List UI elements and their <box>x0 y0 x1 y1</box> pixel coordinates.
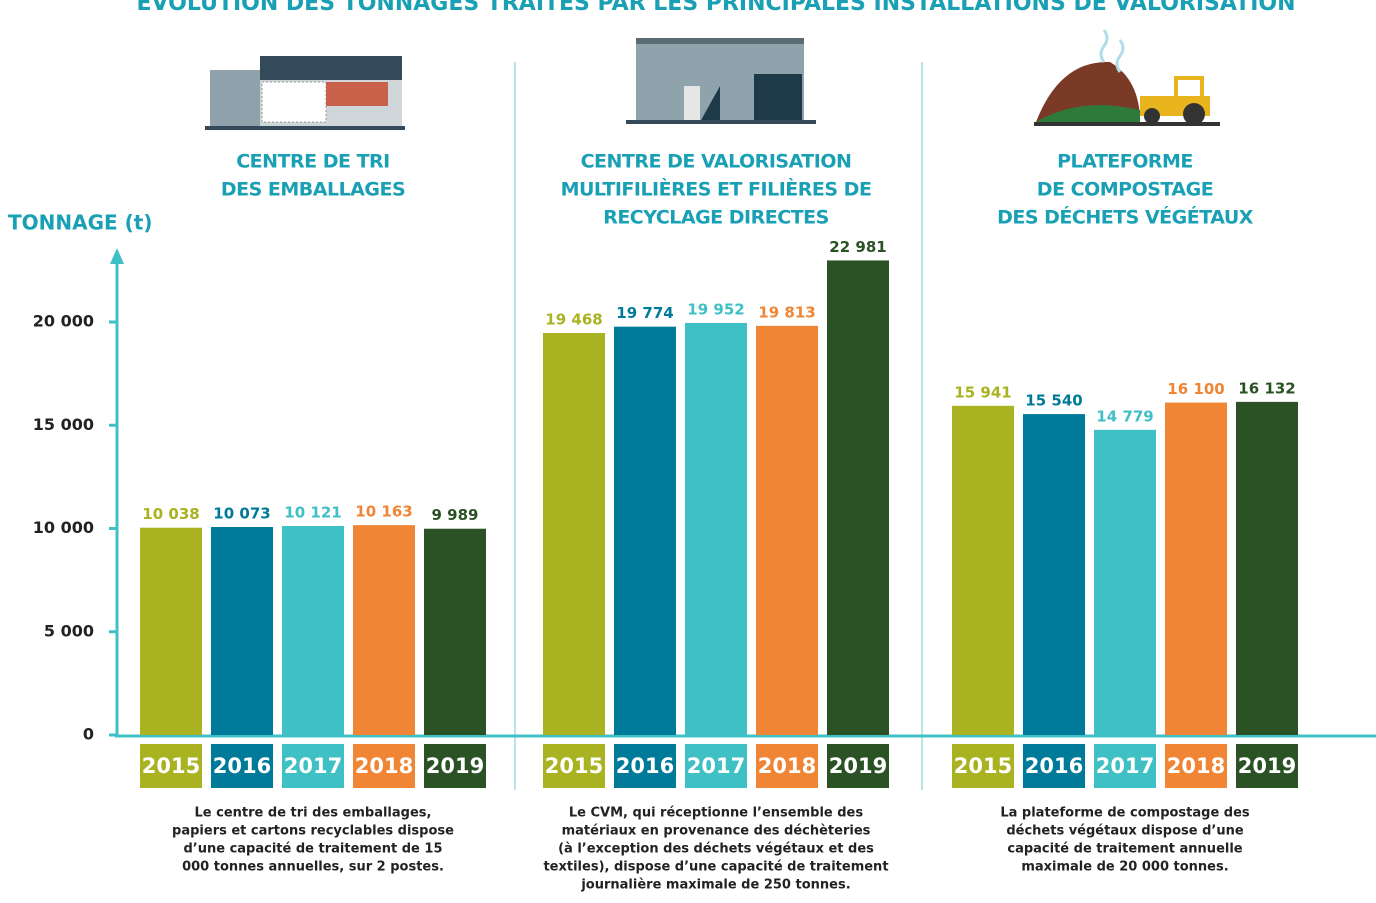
year-box <box>282 744 344 788</box>
x-tick-label: 2015 <box>954 754 1012 778</box>
group-note: 000 tonnes annuelles, sur 2 postes. <box>182 860 444 875</box>
bar <box>827 260 889 735</box>
group-title: CENTRE DE TRI <box>236 151 390 173</box>
value-label: 16 132 <box>1238 379 1295 397</box>
x-tick-label: 2016 <box>213 754 271 778</box>
value-label: 15 941 <box>954 383 1011 401</box>
chart-title: ÉVOLUTION DES TONNAGES TRAITÉS PAR LES P… <box>136 0 1295 16</box>
bar <box>1023 414 1085 735</box>
value-label: 10 073 <box>213 504 270 522</box>
group-note: Le centre de tri des emballages, <box>195 806 432 821</box>
icon-composting <box>1034 29 1220 126</box>
x-tick-label: 2017 <box>1096 754 1154 778</box>
y-tick-label: 20 000 <box>33 312 94 331</box>
year-box <box>211 744 273 788</box>
group-note: capacité de traitement annuelle <box>1007 842 1242 857</box>
group-note: La plateforme de compostage des <box>1000 806 1250 821</box>
group-title: DES DÉCHETS VÉGÉTAUX <box>997 206 1254 229</box>
value-label: 14 779 <box>1096 407 1153 425</box>
y-axis-label: TONNAGE (t) <box>8 211 152 235</box>
x-tick-label: 2017 <box>284 754 342 778</box>
year-box <box>685 744 747 788</box>
year-box <box>952 744 1014 788</box>
group-title: RECYCLAGE DIRECTES <box>603 207 829 229</box>
x-tick-label: 2019 <box>426 754 484 778</box>
x-tick-label: 2017 <box>687 754 745 778</box>
group-note: maximale de 20 000 tonnes. <box>1021 860 1228 875</box>
value-label: 15 540 <box>1025 392 1082 410</box>
group-title: CENTRE DE VALORISATION <box>581 151 852 173</box>
group-title: PLATEFORME <box>1057 151 1193 173</box>
value-label: 10 121 <box>284 504 341 522</box>
year-box <box>827 744 889 788</box>
group-note: (à l’exception des déchets végétaux et d… <box>558 842 874 857</box>
value-label: 10 038 <box>142 505 199 523</box>
x-tick-label: 2018 <box>1167 754 1225 778</box>
group-note: déchets végétaux dispose d’une <box>1006 824 1244 839</box>
year-box <box>614 744 676 788</box>
year-box <box>1236 744 1298 788</box>
bar <box>685 322 747 735</box>
y-tick-label: 5 000 <box>44 621 94 640</box>
bar <box>211 526 273 735</box>
bar <box>424 528 486 735</box>
group-note: d’une capacité de traitement de 15 <box>183 842 442 857</box>
value-label: 9 989 <box>432 506 479 524</box>
x-tick-label: 2018 <box>758 754 816 778</box>
bar <box>140 527 202 735</box>
x-tick-label: 2015 <box>142 754 200 778</box>
y-axis-arrow <box>110 248 124 264</box>
year-box <box>353 744 415 788</box>
x-tick-label: 2015 <box>545 754 603 778</box>
bar <box>614 326 676 735</box>
icon-valorisation-center <box>626 38 816 124</box>
y-tick-label: 15 000 <box>33 415 94 434</box>
icon-sorting-center <box>205 56 405 130</box>
bar <box>756 325 818 735</box>
group-title: DES EMBALLAGES <box>221 179 405 201</box>
year-box <box>140 744 202 788</box>
bar <box>1165 402 1227 735</box>
bar <box>353 525 415 735</box>
value-label: 10 163 <box>355 503 412 521</box>
year-box <box>1165 744 1227 788</box>
group-note: matériaux en provenance des déchèteries <box>562 824 871 839</box>
value-label: 19 813 <box>758 303 815 321</box>
x-tick-label: 2018 <box>355 754 413 778</box>
x-tick-label: 2019 <box>1238 754 1296 778</box>
group-note: papiers et cartons recyclables dispose <box>172 824 454 839</box>
x-tick-label: 2016 <box>616 754 674 778</box>
group-title: MULTIFILIÈRES ET FILIÈRES DE <box>561 178 872 201</box>
x-tick-label: 2019 <box>829 754 887 778</box>
bar <box>1094 429 1156 735</box>
value-label: 22 981 <box>829 238 886 256</box>
y-tick-label: 0 <box>83 725 94 744</box>
y-tick-label: 10 000 <box>33 518 94 537</box>
bar <box>952 405 1014 735</box>
value-label: 19 952 <box>687 300 744 318</box>
value-label: 19 468 <box>545 310 602 328</box>
group-note: textiles), dispose d’une capacité de tra… <box>543 860 888 875</box>
group-note: Le CVM, qui réceptionne l’ensemble des <box>569 806 863 821</box>
year-box <box>543 744 605 788</box>
x-tick-label: 2016 <box>1025 754 1083 778</box>
year-box <box>424 744 486 788</box>
group-title: DE COMPOSTAGE <box>1037 179 1213 201</box>
bar <box>282 526 344 735</box>
bar <box>1236 401 1298 735</box>
group-note: journalière maximale de 250 tonnes. <box>580 878 850 893</box>
bar <box>543 332 605 735</box>
year-box <box>1094 744 1156 788</box>
value-label: 19 774 <box>616 304 673 322</box>
value-label: 16 100 <box>1167 380 1224 398</box>
year-box <box>756 744 818 788</box>
year-box <box>1023 744 1085 788</box>
